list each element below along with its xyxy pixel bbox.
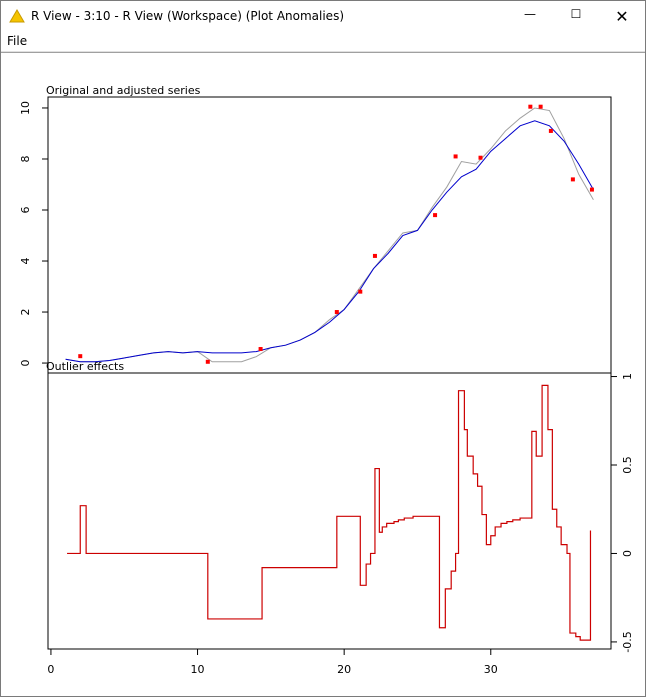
menu-bar: File	[1, 31, 645, 52]
y2-tick-label: 1	[621, 373, 634, 380]
y2-tick-label: 0.5	[621, 456, 634, 474]
y-tick-label: 8	[19, 155, 32, 162]
maximize-button[interactable]: ☐	[570, 6, 582, 21]
y-tick-label: 6	[19, 207, 32, 214]
plot-box	[47, 96, 612, 374]
menu-item[interactable]: File	[7, 34, 28, 48]
close-button[interactable]: ✕	[615, 6, 629, 26]
window-title: R View - 3:10 - R View (Workspace) (Plot…	[31, 9, 345, 23]
title-bar: R View - 3:10 - R View (Workspace) (Plot…	[1, 1, 645, 31]
outlier-point	[528, 104, 533, 109]
panel-title: Original and adjusted series	[46, 84, 201, 97]
outlier-point	[258, 347, 263, 352]
outlier-point	[334, 310, 339, 315]
outlier-point	[78, 354, 83, 359]
series-line	[65, 120, 594, 363]
outlier-point	[548, 128, 553, 133]
y2-tick-label: -0.5	[621, 631, 634, 652]
panel-title: Outlier effects	[46, 360, 124, 373]
x-tick-label: 10	[191, 663, 205, 676]
outlier-point	[433, 213, 438, 218]
y-tick-label: 0	[19, 360, 32, 367]
effects-step	[67, 384, 592, 641]
outlier-point	[570, 177, 575, 182]
outlier-point	[453, 154, 458, 159]
plot-area: Original and adjusted series0246810Outli…	[1, 52, 645, 676]
x-tick-label: 0	[47, 663, 54, 676]
x-tick-label: 20	[337, 663, 351, 676]
outlier-point	[538, 104, 543, 109]
outlier-point	[372, 253, 377, 258]
y2-tick-label: 0	[621, 550, 634, 557]
outlier-point	[589, 187, 594, 192]
y-tick-label: 10	[19, 101, 32, 115]
y-tick-label: 2	[19, 309, 32, 316]
series-line	[65, 107, 594, 363]
outlier-point	[358, 289, 363, 294]
outlier-point	[205, 359, 210, 364]
minimize-button[interactable]: —	[524, 6, 536, 21]
plot-box	[47, 372, 612, 650]
outlier-point	[478, 155, 483, 160]
x-tick-label: 30	[484, 663, 498, 676]
y-tick-label: 4	[19, 258, 32, 265]
app-icon	[9, 9, 25, 23]
